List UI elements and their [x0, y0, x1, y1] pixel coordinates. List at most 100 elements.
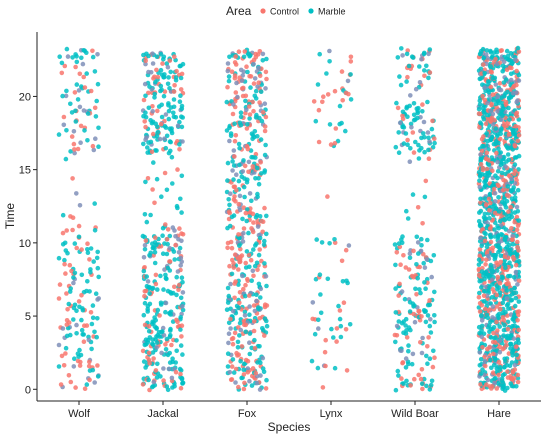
data-point — [421, 119, 427, 125]
data-point — [505, 333, 511, 339]
data-point — [244, 107, 249, 113]
data-point — [503, 164, 508, 169]
x-axis-ticks: Wolf Jackal Fox Lynx Wild Boar Hare — [68, 401, 511, 420]
data-point — [487, 285, 492, 290]
data-point — [160, 251, 166, 256]
data-point — [168, 326, 173, 332]
data-point — [171, 249, 177, 254]
data-point — [260, 366, 266, 371]
data-point — [257, 247, 263, 252]
data-point — [154, 375, 160, 380]
data-point — [503, 99, 509, 105]
data-point — [142, 265, 147, 270]
data-point — [264, 213, 269, 219]
data-point — [171, 89, 177, 94]
data-point — [77, 104, 83, 110]
data-point — [93, 291, 99, 297]
data-point — [480, 265, 485, 271]
data-point — [142, 293, 147, 299]
data-point — [415, 109, 421, 114]
data-point — [92, 105, 98, 111]
data-point — [401, 253, 406, 258]
data-point — [60, 93, 65, 99]
data-point — [253, 370, 259, 376]
data-point — [166, 101, 171, 106]
data-point — [404, 335, 410, 340]
data-point — [483, 121, 489, 127]
data-point — [482, 238, 488, 244]
data-point — [168, 312, 173, 317]
data-point — [431, 348, 436, 354]
data-point — [506, 95, 512, 100]
data-point — [166, 366, 172, 372]
data-point — [408, 383, 413, 388]
data-point — [397, 120, 403, 126]
data-point — [264, 377, 269, 383]
data-point — [477, 290, 482, 296]
data-point — [227, 202, 232, 208]
data-point — [515, 318, 520, 323]
data-point — [154, 176, 160, 182]
data-point — [74, 245, 79, 251]
data-point — [482, 97, 488, 103]
data-point — [343, 327, 349, 332]
data-point — [242, 176, 247, 181]
data-point — [242, 309, 248, 315]
data-point — [400, 360, 405, 366]
data-point — [262, 124, 268, 129]
data-point — [143, 58, 148, 63]
data-point — [240, 93, 246, 99]
legend: Area Control Marble — [226, 4, 346, 18]
data-point — [82, 85, 88, 90]
data-point — [480, 93, 485, 99]
data-point — [427, 387, 433, 392]
data-point — [241, 205, 247, 210]
data-point — [180, 139, 185, 144]
data-point — [418, 376, 424, 382]
data-point — [228, 326, 233, 331]
data-point — [476, 272, 482, 278]
data-point — [143, 61, 148, 67]
data-point — [491, 330, 496, 336]
data-point — [91, 147, 97, 153]
data-point — [482, 70, 488, 76]
data-point — [485, 170, 490, 176]
data-point — [96, 296, 101, 301]
data-point — [490, 269, 495, 275]
data-point — [247, 312, 252, 318]
data-point — [407, 251, 413, 256]
data-point — [486, 90, 492, 95]
data-point — [69, 134, 75, 139]
data-point — [160, 233, 165, 238]
data-point — [235, 345, 241, 350]
data-point — [512, 219, 517, 225]
data-point — [500, 113, 505, 118]
data-point — [399, 289, 405, 294]
data-point — [514, 252, 520, 257]
data-point — [179, 173, 185, 179]
data-point — [254, 292, 259, 298]
data-point — [62, 257, 67, 263]
data-point — [479, 285, 484, 290]
data-point — [510, 353, 515, 358]
data-point — [256, 176, 261, 181]
data-point — [502, 356, 508, 362]
data-point — [499, 117, 504, 122]
data-point — [394, 100, 399, 106]
points-wild-boar — [392, 46, 437, 393]
data-point — [89, 346, 94, 352]
data-point — [247, 378, 252, 384]
data-point — [90, 48, 95, 54]
data-point — [77, 347, 82, 353]
data-point — [178, 385, 184, 391]
data-point — [95, 81, 101, 87]
data-point — [252, 129, 258, 134]
data-point — [504, 193, 510, 198]
data-point — [147, 387, 152, 393]
data-point — [231, 265, 237, 270]
points-fox — [224, 47, 270, 392]
data-point — [243, 98, 248, 104]
data-point — [512, 362, 518, 368]
data-point — [478, 152, 483, 157]
data-point — [262, 205, 267, 211]
